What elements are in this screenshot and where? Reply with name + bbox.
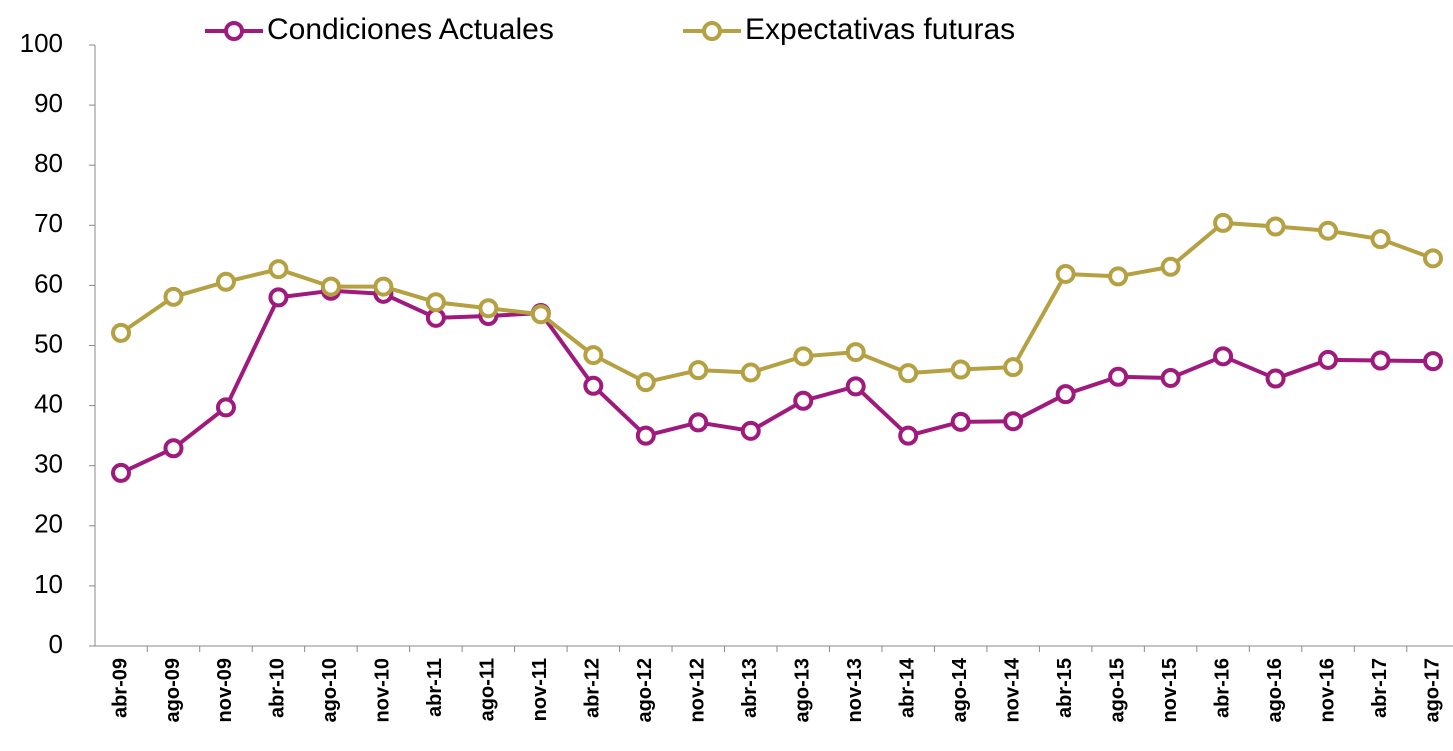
- data-point: [425, 307, 446, 328]
- x-tick-label: abr-11: [424, 658, 446, 717]
- x-tick-label: nov-09: [214, 658, 236, 722]
- x-tick-label: ago-09: [162, 658, 184, 722]
- data-point: [1423, 248, 1443, 269]
- series-line: [120, 288, 1434, 475]
- data-point: [950, 359, 971, 380]
- y-tick-label: 70: [34, 208, 63, 238]
- data-point: [215, 271, 236, 292]
- data-point: [373, 276, 394, 297]
- x-tick-label: abr-15: [1054, 658, 1076, 718]
- x-tick-label: abr-12: [582, 658, 604, 718]
- data-point: [793, 346, 814, 367]
- data-point: [793, 390, 814, 411]
- x-tick-label: nov-11: [529, 658, 551, 721]
- data-point: [583, 375, 604, 396]
- y-tick-label: 0: [49, 629, 63, 659]
- data-point: [163, 286, 184, 307]
- x-tick-label: ago-13: [792, 658, 814, 722]
- x-tick-label: nov-13: [844, 658, 866, 722]
- y-tick-label: 80: [34, 148, 63, 178]
- x-tick-label: ago-11: [477, 658, 499, 721]
- data-point: [268, 287, 289, 308]
- data-point: [1370, 350, 1391, 371]
- y-tick-label: 40: [34, 388, 63, 418]
- data-point: [1160, 256, 1181, 277]
- x-tick-label: abr-09: [109, 658, 131, 718]
- data-point: [425, 292, 446, 313]
- data-point: [950, 411, 971, 432]
- data-point: [1423, 351, 1443, 372]
- data-point: [1003, 411, 1024, 432]
- data-point: [320, 276, 341, 297]
- data-point: [478, 298, 499, 319]
- y-tick-label: 100: [20, 28, 63, 58]
- x-tick-label: abr-14: [896, 657, 918, 718]
- legend-marker: [224, 21, 244, 41]
- data-point: [1318, 220, 1339, 241]
- data-point: [898, 425, 919, 446]
- data-point: [845, 342, 866, 363]
- y-tick-label: 60: [34, 268, 63, 298]
- data-point: [635, 372, 656, 393]
- data-point: [740, 420, 761, 441]
- data-point: [1108, 266, 1129, 287]
- data-point: [1055, 263, 1076, 284]
- x-tick-label: nov-16: [1316, 658, 1338, 722]
- x-tick-label: abr-10: [267, 658, 289, 718]
- x-tick-label: ago-15: [1106, 658, 1128, 722]
- x-tick-label: ago-12: [634, 658, 656, 722]
- x-tick-label: nov-15: [1159, 658, 1181, 722]
- data-point: [898, 363, 919, 384]
- data-point: [1160, 367, 1181, 388]
- y-tick-label: 50: [34, 328, 63, 358]
- series-line: [119, 220, 1434, 385]
- x-tick-label: nov-12: [687, 658, 709, 722]
- data-point: [1318, 349, 1339, 370]
- data-point: [1055, 384, 1076, 405]
- data-point: [111, 462, 131, 483]
- x-tick-label: nov-14: [1001, 657, 1023, 722]
- x-tick-label: nov-10: [372, 658, 394, 722]
- y-tick-label: 30: [34, 449, 63, 479]
- legend-label: Expectativas futuras: [745, 13, 1015, 46]
- data-point: [1265, 368, 1286, 389]
- data-point: [583, 345, 604, 366]
- data-point: [688, 360, 709, 381]
- x-tick-label: ago-16: [1264, 658, 1286, 722]
- data-point: [1003, 357, 1024, 378]
- data-point: [1213, 212, 1234, 233]
- x-tick-label: abr-17: [1369, 658, 1391, 718]
- data-point: [1213, 346, 1234, 367]
- data-point: [1265, 216, 1286, 237]
- data-point: [530, 304, 551, 325]
- data-point: [845, 376, 866, 397]
- y-tick-label: 20: [34, 509, 63, 539]
- legend-marker: [702, 21, 722, 41]
- data-point: [163, 438, 184, 459]
- y-tick-label: 90: [34, 88, 63, 118]
- data-point: [268, 259, 289, 280]
- data-point: [1370, 229, 1391, 250]
- data-point: [635, 425, 656, 446]
- data-point: [111, 322, 131, 343]
- data-point: [740, 362, 761, 383]
- legend-label: Condiciones Actuales: [267, 13, 554, 46]
- x-tick-label: abr-16: [1211, 658, 1233, 718]
- y-tick-label: 10: [34, 569, 63, 599]
- x-tick-label: abr-13: [739, 658, 761, 718]
- data-point: [215, 397, 236, 418]
- x-tick-label: ago-10: [319, 658, 341, 722]
- data-point: [688, 412, 709, 433]
- data-point: [1108, 366, 1129, 387]
- x-tick-label: ago-14: [949, 657, 971, 722]
- x-tick-label: ago-17: [1421, 658, 1443, 722]
